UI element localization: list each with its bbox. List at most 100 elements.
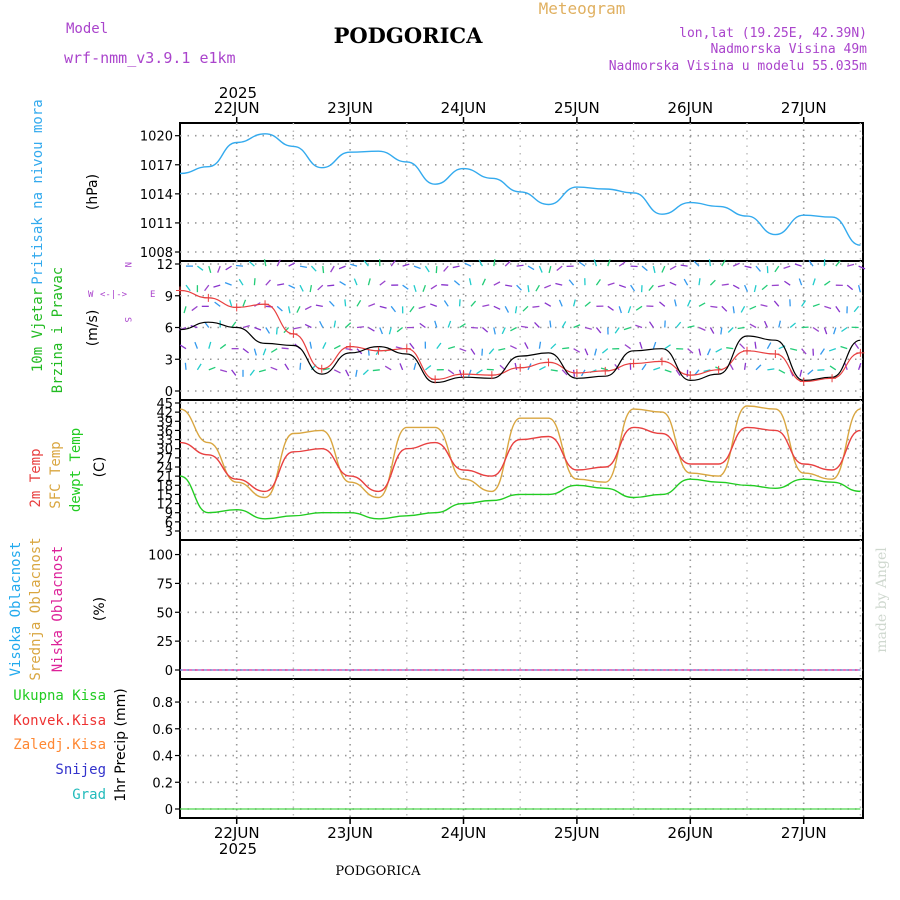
wind-arrow	[550, 369, 558, 372]
wind-arrow	[510, 326, 517, 332]
wind-arrow	[509, 345, 517, 350]
wind-arrow	[238, 278, 244, 286]
wind-arrow	[623, 326, 631, 331]
wind-arrow	[208, 341, 212, 349]
wind-arrow	[322, 367, 330, 371]
y-tick-label: 42	[156, 406, 173, 421]
wind-arrow	[390, 305, 397, 313]
wind-arrow	[443, 265, 449, 272]
gust-marker	[686, 371, 695, 380]
wind-arrow	[539, 365, 546, 371]
compass-n: N	[122, 262, 132, 267]
y-tick-label: 0.6	[152, 723, 173, 738]
wind-arrow	[532, 305, 540, 308]
wind-arrow	[538, 265, 543, 273]
wind-arrow	[627, 306, 632, 314]
wind-arrow	[481, 327, 489, 333]
wind-arrow	[720, 327, 723, 335]
wind-arrow	[224, 282, 232, 286]
gust-marker	[856, 348, 865, 357]
wind-arrow	[760, 304, 768, 307]
temp-unit: (C)	[92, 457, 108, 478]
dewpoint-line	[179, 475, 861, 520]
wind-arrow	[413, 284, 417, 293]
wind-arrow	[242, 299, 247, 307]
wind-arrow	[808, 260, 814, 267]
wind-arrow	[715, 348, 723, 353]
wind-arrow	[767, 368, 775, 371]
wind-arrow	[558, 299, 563, 307]
wind-arrow	[706, 348, 711, 356]
wind-arrow	[478, 259, 483, 267]
wind-arrow	[262, 348, 267, 356]
wind-arrow	[524, 342, 529, 349]
wind-arrow	[447, 369, 455, 375]
gust-marker	[374, 346, 383, 355]
wind-arrow	[184, 362, 187, 370]
wind-arrow	[641, 363, 647, 371]
wind-arrow	[535, 284, 540, 292]
wind-arrow	[220, 369, 228, 373]
gust-marker	[629, 359, 638, 368]
y-tick-label: 18	[156, 479, 173, 494]
wind-arrow	[601, 348, 609, 354]
wind-arrow	[624, 344, 631, 350]
wind-arrow	[516, 264, 524, 267]
gust-marker	[176, 286, 184, 295]
wind-arrow	[493, 327, 496, 335]
wind-arrow	[729, 363, 734, 371]
wind-arrow	[409, 305, 415, 313]
elevation: Nadmorska Visina 49m	[710, 42, 867, 57]
wind-arrow	[687, 348, 694, 354]
wind-arrow	[657, 284, 665, 288]
wind-arrow	[447, 320, 452, 328]
wind-arrow	[379, 305, 387, 309]
wind-arrow	[452, 265, 460, 269]
wind-arrow	[333, 320, 337, 328]
wind-arrow	[600, 367, 608, 371]
gust-marker	[743, 346, 751, 355]
wind-arrow	[328, 300, 335, 307]
gust-marker	[459, 370, 468, 379]
wind-arrow	[698, 278, 701, 286]
compass-w: W	[88, 290, 94, 300]
wind-arrow	[396, 326, 404, 333]
wind-arrow	[368, 303, 376, 307]
wind-arrow	[443, 300, 449, 307]
wind-arrow	[618, 306, 622, 314]
bottom-year: 2025	[219, 840, 257, 858]
wind-arrow	[219, 343, 227, 350]
y-tick-label: 3	[165, 353, 173, 368]
y-tick-label: 50	[156, 606, 173, 621]
wind-arrow	[854, 342, 860, 350]
y-tick-label: 12	[156, 258, 173, 273]
wind-arrow	[464, 262, 472, 267]
wind-arrow	[225, 265, 232, 271]
y-tick-label: 27	[156, 452, 173, 467]
y-tick-label: 0	[165, 664, 173, 679]
wind-arrow	[501, 327, 506, 335]
wind-arrow	[322, 266, 325, 274]
legend-snijeg: Snijeg	[55, 762, 106, 778]
wind-arrow	[595, 327, 602, 334]
wind-arrow	[505, 284, 513, 287]
wind-arrow	[459, 348, 467, 352]
y-tick-label: 0.4	[152, 750, 173, 765]
wind-arrow	[683, 278, 689, 286]
wind-arrow	[327, 284, 335, 287]
wind-arrow	[248, 260, 255, 267]
top-date-label: 23JUN	[327, 99, 373, 117]
wind-arrow	[504, 306, 510, 313]
wind-arrow	[217, 265, 221, 273]
bottom-date-label: 27JUN	[781, 824, 827, 842]
wind-arrow	[402, 284, 409, 290]
wind-arrow	[179, 344, 187, 350]
wind-arrow	[339, 281, 346, 286]
wind-arrow	[594, 348, 598, 356]
wind-arrow	[648, 284, 654, 291]
tick-labels: 22JUN 22JUN 23JUN 23JUN 24JUN 24JUN 25JUN 25JUN…	[140, 99, 827, 842]
wind-arrow	[819, 348, 825, 355]
wind-arrow	[275, 327, 278, 335]
wind-arrow	[299, 284, 304, 292]
